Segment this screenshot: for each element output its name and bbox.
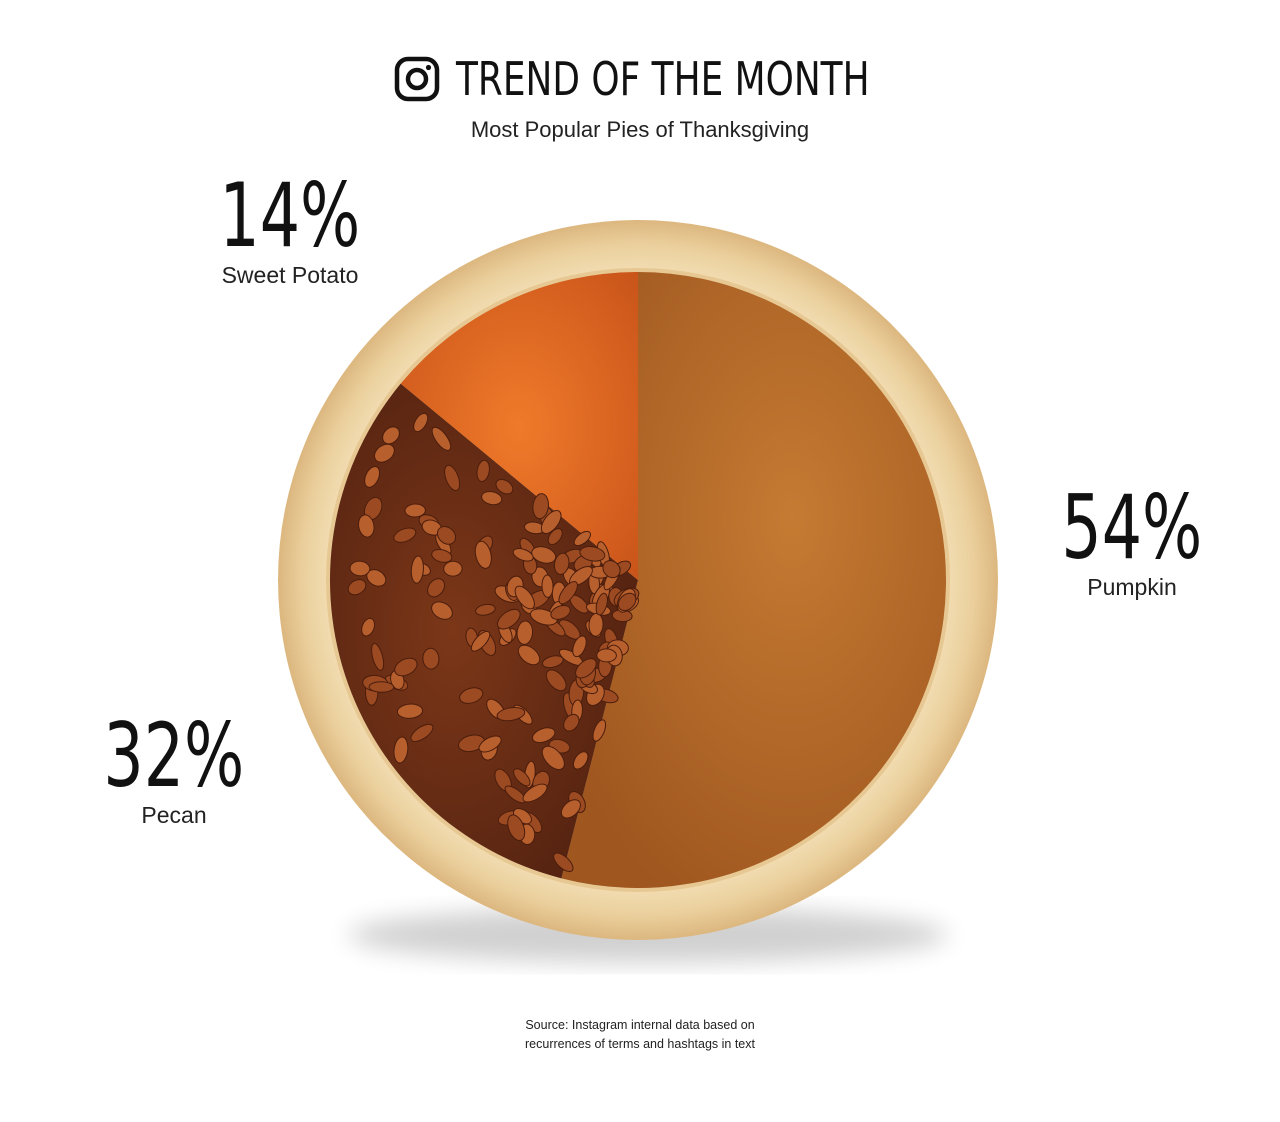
title-row: TREND OF THE MONTH xyxy=(394,52,886,106)
pecan-nut xyxy=(422,647,440,670)
pecan-nut xyxy=(431,548,453,563)
pecan-nut xyxy=(513,768,531,787)
sweet-potato-percent: 14% xyxy=(219,164,361,267)
pecan-nut xyxy=(382,426,400,445)
pecan-nut xyxy=(478,735,502,753)
pumpkin-percent: 54% xyxy=(1061,476,1203,579)
pecan-nut xyxy=(596,648,617,663)
pecan-nut xyxy=(573,530,591,547)
source-line-2: recurrences of terms and hashtags in tex… xyxy=(525,1037,755,1051)
chart-title: TREND OF THE MONTH xyxy=(456,52,870,106)
pecan-nut xyxy=(529,608,558,626)
pecan-nut xyxy=(475,603,496,616)
pecan-nut xyxy=(575,658,597,679)
pie-slice-pumpkin xyxy=(561,272,947,888)
label-sweet-potato: 14% Sweet Potato xyxy=(190,172,390,289)
pecan-nut xyxy=(595,592,608,616)
source-line-1: Source: Instagram internal data based on xyxy=(525,1018,755,1032)
pecan-nut xyxy=(431,601,453,620)
pecan-nut xyxy=(476,459,490,482)
pecan-nut xyxy=(517,644,541,666)
pecan-nut xyxy=(427,578,446,598)
pecan-nut xyxy=(563,713,580,732)
pecan-nut xyxy=(617,592,637,612)
pecan-nut xyxy=(602,560,621,579)
pecan-nut xyxy=(393,736,409,764)
pecan-nut xyxy=(558,581,578,605)
label-pecan: 32% Pecan xyxy=(74,712,274,829)
pumpkin-label: Pumpkin xyxy=(1087,574,1177,600)
pecan-nut xyxy=(443,560,463,577)
pecan-nut xyxy=(436,526,457,545)
sweet-potato-label: Sweet Potato xyxy=(221,262,359,288)
pecan-nut xyxy=(394,657,418,677)
pecan-nut xyxy=(404,503,426,518)
pecan-nut xyxy=(541,655,564,669)
pecan-nut xyxy=(444,464,461,492)
pecan-nut xyxy=(553,852,574,873)
pecan-nut xyxy=(579,546,606,562)
pecan-nut xyxy=(545,669,567,692)
pecan-nut xyxy=(364,466,381,488)
pecan-nut xyxy=(507,814,526,841)
pecan-nut xyxy=(481,490,503,506)
pie-slices xyxy=(329,272,947,888)
pecan-nut xyxy=(541,745,565,771)
pecan-nut xyxy=(540,509,562,535)
pecan-nut xyxy=(495,478,514,495)
pecan-texture xyxy=(347,412,640,873)
pecan-nut xyxy=(413,412,429,433)
pecan-nut xyxy=(371,643,385,671)
pecan-nut xyxy=(470,630,491,652)
pecan-nut xyxy=(512,548,534,562)
pecan-nut xyxy=(373,443,395,463)
chart-subtitle: Most Popular Pies of Thanksgiving xyxy=(470,117,810,142)
pecan-nut xyxy=(410,555,424,584)
pecan-nut xyxy=(522,783,548,803)
pecan-nut xyxy=(349,560,371,577)
pecan-nut xyxy=(550,604,571,620)
pecan-nut xyxy=(553,552,570,575)
pecan-nut xyxy=(361,617,376,637)
pecan-nut xyxy=(572,635,587,658)
pecan-nut xyxy=(358,514,375,538)
pecan-nut xyxy=(588,612,604,637)
pecan-nut xyxy=(572,751,589,770)
pecan-nut xyxy=(547,528,563,546)
pecan-nut xyxy=(410,723,434,742)
pecan-nut xyxy=(459,687,484,704)
pie-slice-sweet-potato xyxy=(400,272,638,580)
pecan-nut xyxy=(560,799,581,819)
header: TREND OF THE MONTH Most Popular Pies of … xyxy=(0,52,1280,143)
pecan-nut xyxy=(396,703,424,719)
pecan-nut xyxy=(347,579,367,596)
pecan-nut xyxy=(431,426,452,451)
pecan-label: Pecan xyxy=(141,802,207,828)
label-pumpkin: 54% Pumpkin xyxy=(1032,484,1232,601)
pecan-nut xyxy=(393,527,417,543)
pecan-nut xyxy=(516,620,534,645)
pecan-nut xyxy=(592,719,607,742)
pecan-percent: 32% xyxy=(103,704,245,807)
pecan-nut xyxy=(496,707,526,722)
pecan-nut xyxy=(531,727,556,744)
pecan-nut xyxy=(531,546,557,564)
pecan-nut xyxy=(474,540,492,569)
pecan-nut xyxy=(497,608,521,630)
instagram-icon xyxy=(394,56,440,102)
source-note: Source: Instagram internal data based on… xyxy=(0,1016,1280,1054)
pecan-nut xyxy=(541,574,554,598)
pecan-nut xyxy=(532,493,549,520)
pecan-nut xyxy=(514,585,535,610)
pecan-nut xyxy=(368,681,395,693)
